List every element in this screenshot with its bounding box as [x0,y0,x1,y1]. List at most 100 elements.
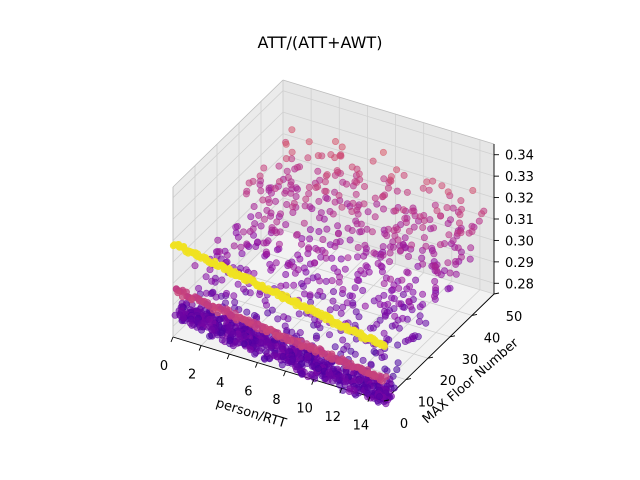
data-point [478,210,486,218]
data-point [240,285,248,293]
x-tick-label: 0 [160,359,168,374]
grid-line [172,154,284,263]
data-point [208,326,216,334]
data-point [287,189,295,197]
data-point [331,198,339,206]
data-point [360,200,368,208]
x-tick-label: 6 [244,385,252,400]
data-point [386,275,394,283]
data-point [377,262,385,270]
data-point [268,264,276,272]
data-point [223,289,231,297]
data-point [335,357,343,365]
data-point [284,174,292,182]
data-point [446,269,454,277]
data-point [354,244,362,252]
data-point [432,284,440,292]
data-point [399,290,407,298]
data-point [331,242,339,250]
pane-edge [172,79,284,188]
z-tick-label: 0.29 [505,256,534,271]
data-point [367,360,375,368]
data-point [297,343,305,351]
data-point [300,219,308,227]
data-point [379,148,387,156]
data-point [430,250,438,258]
data-point [236,272,244,280]
data-point [299,282,307,290]
data-point [393,187,401,195]
data-point [176,310,184,318]
data-point [407,302,415,310]
data-point [379,192,387,200]
y-tick-label: 10 [418,396,435,411]
data-point [275,240,283,248]
data-point [306,345,314,353]
data-point [214,236,222,244]
data-point [264,309,272,317]
data-point [467,244,475,252]
data-point [265,199,273,207]
grid-line [172,111,284,220]
data-point [233,316,241,324]
y-tick-mark [405,378,412,381]
x-tick-mark [283,370,286,377]
data-point [437,212,445,220]
data-point [301,202,309,210]
data-point [238,250,246,258]
data-point [267,189,275,197]
data-point [195,284,203,292]
data-point [341,265,349,273]
y-tick-label: 40 [484,331,501,346]
data-point [418,254,426,262]
data-point [229,330,237,338]
data-point [400,171,408,179]
data-point [364,390,372,398]
data-point [304,250,312,258]
data-point [307,370,315,378]
data-point [282,155,290,163]
data-point [355,377,363,385]
data-point [360,183,368,191]
data-point [283,201,291,209]
data-point [300,290,308,298]
data-point [267,288,275,296]
data-point [218,329,226,337]
data-point [457,229,465,237]
data-point [178,293,186,301]
data-point [287,181,295,189]
data-point [193,317,201,325]
data-point [323,225,331,233]
data-point [194,253,202,261]
data-point [357,267,365,275]
data-point [358,367,366,375]
data-point [376,376,384,384]
data-point [206,266,214,274]
z-tick-label: 0.30 [505,234,534,249]
data-point [233,222,241,230]
data-point [290,281,298,289]
data-point [230,242,238,250]
data-point [242,190,250,198]
data-point [385,258,393,266]
data-point [394,236,402,244]
data-point [387,177,395,185]
data-point [246,228,254,236]
data-point [297,240,305,248]
data-point [228,311,236,319]
data-point [256,290,264,298]
data-point [306,291,314,299]
data-point [293,363,301,371]
data-point [379,205,387,213]
data-point [358,334,366,342]
data-point [391,321,399,329]
data-point [360,252,368,260]
grid-line [282,90,495,156]
data-point [425,186,433,194]
data-point [401,234,409,242]
data-point [454,244,462,252]
data-point [212,293,220,301]
x-tick-label: 14 [353,419,370,434]
z-tick-label: 0.33 [505,170,534,185]
data-point [429,177,437,185]
